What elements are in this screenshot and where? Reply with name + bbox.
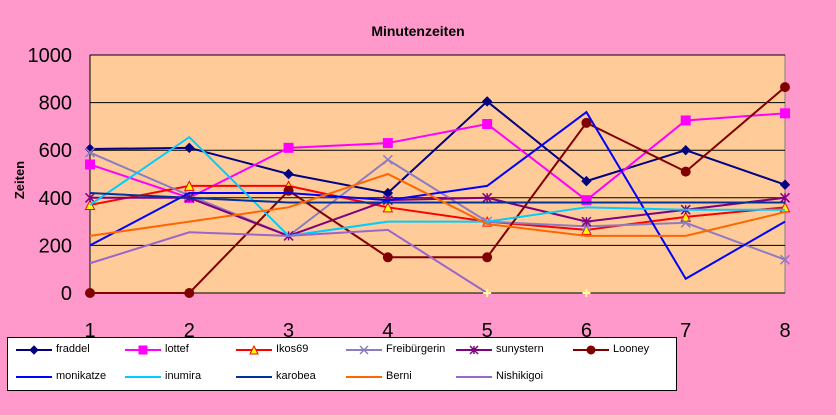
data-point <box>84 147 96 158</box>
data-point <box>283 168 294 180</box>
data-point <box>382 252 393 263</box>
series-lottef <box>85 108 790 206</box>
data-point <box>581 216 592 227</box>
series-line <box>89 184 786 231</box>
data-point <box>359 345 369 355</box>
legend-swatch <box>125 345 161 355</box>
data-point <box>249 344 259 355</box>
legend-label: Ikos69 <box>276 343 309 355</box>
legend-label: monikatze <box>56 370 107 382</box>
x-tick-label: 8 <box>779 320 790 342</box>
x-tick-label: 2 <box>184 320 195 342</box>
data-point <box>482 119 493 130</box>
data-point <box>382 154 393 165</box>
data-point <box>780 108 790 119</box>
series-looney <box>85 82 790 298</box>
legend-swatch <box>16 345 52 355</box>
data-point <box>680 144 691 156</box>
legend-label: sunystern <box>496 343 544 355</box>
x-tick-label: 7 <box>680 320 691 342</box>
data-point <box>680 166 691 177</box>
data-point <box>581 224 592 235</box>
data-point <box>85 159 95 170</box>
legend-label: Nishikigoi <box>496 370 544 382</box>
data-point <box>581 221 592 232</box>
data-point <box>469 345 479 355</box>
legend-swatch <box>456 345 492 355</box>
data-point <box>582 289 591 297</box>
data-point <box>483 289 492 297</box>
data-point <box>382 201 394 213</box>
x-tick-label: 3 <box>283 320 294 342</box>
x-tick-label: 5 <box>482 320 493 342</box>
series-monikatze <box>89 110 786 281</box>
series-line <box>89 135 785 237</box>
series-line <box>89 110 786 281</box>
series-karobea <box>89 192 785 204</box>
legend-swatch <box>236 344 272 355</box>
chart-legend: fraddel lottef Ikos69 Freibürgerin sunystern… <box>7 337 677 391</box>
legend-swatch <box>573 345 609 355</box>
x-tick-label: 4 <box>382 320 393 342</box>
y-tick-label: 400 <box>39 188 72 210</box>
x-tick-label: 1 <box>84 320 95 342</box>
data-point <box>581 175 592 187</box>
data-point <box>586 345 596 355</box>
data-point <box>779 179 791 190</box>
series-inumira <box>89 135 785 237</box>
y-tick-label: 0 <box>61 283 72 305</box>
data-point <box>138 345 148 355</box>
series-nishikigoi <box>89 228 488 294</box>
series-line <box>89 112 786 202</box>
data-point <box>283 142 294 153</box>
chart-title: Minutenzeiten <box>371 23 464 39</box>
data-point <box>184 288 195 298</box>
series-line <box>89 228 488 294</box>
legend-swatch <box>16 376 52 378</box>
data-point <box>481 96 493 107</box>
y-tick-label: 600 <box>39 140 72 162</box>
data-point <box>779 254 791 265</box>
data-point <box>183 180 195 191</box>
data-point <box>382 138 393 149</box>
legend-label: karobea <box>276 370 316 382</box>
legend-label: Freibürgerin <box>386 343 446 355</box>
data-point <box>85 288 95 298</box>
legend-swatch <box>346 345 382 355</box>
data-point <box>680 211 692 222</box>
y-tick-label: 800 <box>39 93 72 115</box>
legend-label: Looney <box>613 343 650 355</box>
series-line <box>89 172 786 237</box>
y-tick-label: 1000 <box>28 45 73 67</box>
legend-swatch <box>346 376 382 378</box>
data-point <box>482 252 493 263</box>
legend-label: fraddel <box>56 343 90 355</box>
data-point <box>482 192 493 203</box>
series-berni <box>89 172 786 237</box>
series-line <box>89 192 785 204</box>
data-point <box>29 345 39 355</box>
legend-label: inumira <box>165 370 202 382</box>
series-line <box>89 151 786 261</box>
legend-label: lottef <box>165 343 189 355</box>
legend-swatch <box>456 376 492 378</box>
legend-swatch <box>125 376 161 378</box>
series-line <box>90 86 786 294</box>
y-axis-label: Zeiten <box>12 161 27 199</box>
legend-label: Berni <box>386 370 412 382</box>
data-point <box>581 117 592 128</box>
x-tick-label: 6 <box>581 320 592 342</box>
data-point <box>581 195 592 206</box>
plot-area <box>89 54 786 294</box>
data-point <box>779 192 791 203</box>
y-tick-label: 200 <box>39 235 72 257</box>
data-point <box>84 192 96 203</box>
data-point <box>780 82 790 93</box>
data-point <box>184 142 195 154</box>
legend-swatch <box>236 376 272 378</box>
data-point <box>680 115 691 126</box>
data-point <box>680 217 691 228</box>
